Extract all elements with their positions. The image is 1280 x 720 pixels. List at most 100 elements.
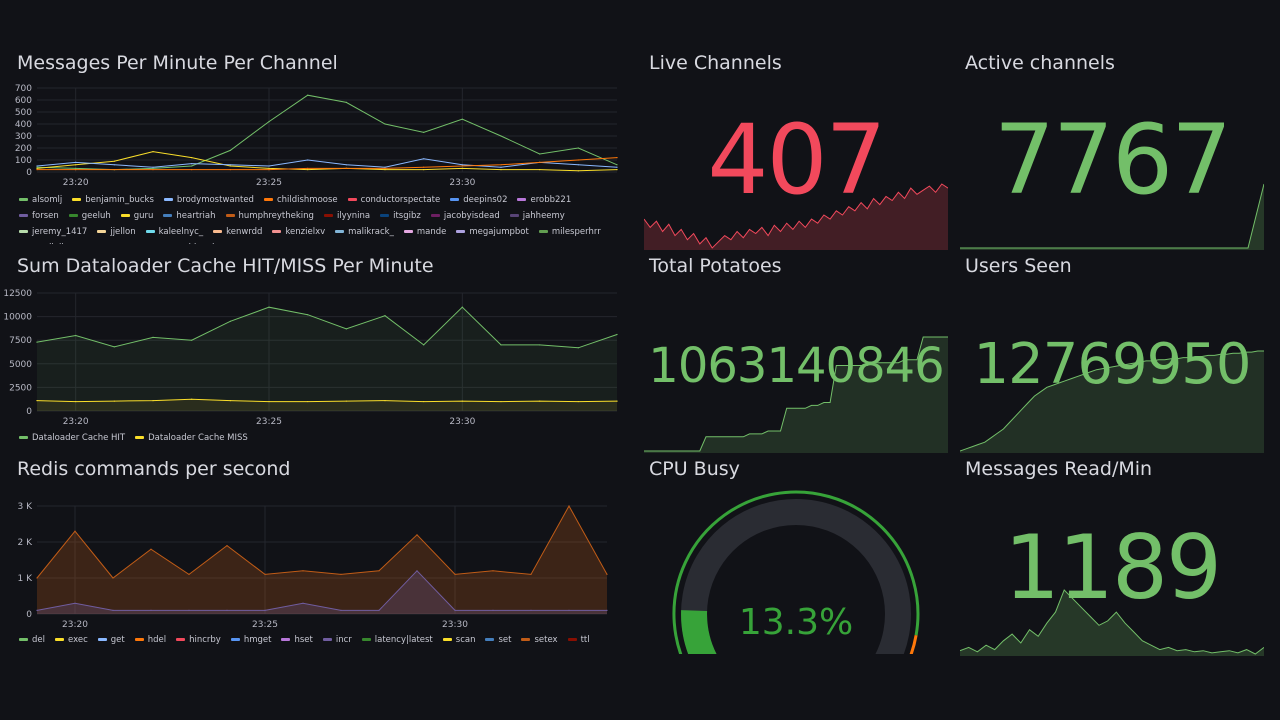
legend-item[interactable]: set (485, 632, 511, 648)
data-point (75, 167, 77, 169)
legend-label: jahheemy (522, 211, 565, 221)
panel-title[interactable]: Active channels (965, 52, 1115, 74)
y-tick-label: 7500 (9, 336, 32, 346)
data-point (264, 573, 266, 575)
legend-swatch (263, 198, 273, 201)
data-point (268, 400, 270, 403)
legend-item[interactable]: nerdiella (19, 240, 69, 244)
legend-label: megajumpbot (469, 227, 529, 237)
legend-item[interactable]: alsomlj (19, 192, 62, 208)
legend-item[interactable]: kenwrdd (213, 224, 262, 240)
legend-item[interactable]: latency|latest (361, 632, 433, 648)
panel-title[interactable]: Live Channels (649, 52, 782, 74)
data-point (606, 609, 608, 611)
legend-item[interactable]: childishmoose (263, 192, 338, 208)
live-channels-sparkline (644, 183, 948, 250)
legend-item[interactable]: geeluh (68, 208, 111, 224)
data-point (500, 400, 502, 403)
legend-item[interactable]: exec (55, 632, 88, 648)
panel-title[interactable]: Messages Per Minute Per Channel (17, 52, 338, 74)
legend-item[interactable]: incr (322, 632, 352, 648)
y-tick-label: 3 K (18, 502, 34, 512)
data-point (75, 164, 77, 166)
legend-item[interactable]: jahheemy (509, 208, 565, 224)
data-point (423, 131, 425, 133)
data-point (152, 336, 154, 338)
legend-item[interactable]: kenzielxv (272, 224, 325, 240)
legend-item[interactable]: setex (521, 632, 558, 648)
series-area (37, 570, 607, 614)
sparkline-line (644, 183, 948, 249)
legend-item[interactable]: hset (281, 632, 313, 648)
legend-item[interactable]: ilyynina (323, 208, 370, 224)
data-point (384, 123, 386, 125)
legend-item[interactable]: hincrby (176, 632, 221, 648)
legend-item[interactable]: benjamin_bucks (72, 192, 154, 208)
data-point (345, 164, 347, 166)
legend-item[interactable]: nymn (123, 240, 160, 244)
legend-item[interactable]: brodymostwanted (163, 192, 254, 208)
data-point (191, 163, 193, 165)
panel-title[interactable]: Users Seen (965, 255, 1072, 277)
legend-item[interactable]: nueg (79, 240, 113, 244)
legend-item[interactable]: ohkaydxnce (170, 240, 234, 244)
total-potatoes-panel: Total Potatoes 1063140846 (644, 255, 948, 453)
x-tick-label: 23:25 (256, 417, 282, 427)
legend-label: deepins02 (463, 195, 508, 205)
data-point (568, 505, 570, 507)
data-point (74, 602, 76, 604)
legend-item[interactable]: scan (442, 632, 475, 648)
legend-item[interactable]: Dataloader Cache HIT (19, 430, 125, 446)
legend-item[interactable]: forsen (19, 208, 59, 224)
legend-label: conductorspectate (360, 195, 441, 205)
sparkline-area (644, 337, 948, 453)
panel-title[interactable]: Sum Dataloader Cache HIT/MISS Per Minute (17, 255, 434, 277)
legend-item[interactable]: conductorspectate (347, 192, 441, 208)
active-channels-value: 7767 (993, 104, 1232, 216)
legend-item[interactable]: jeremy_1417 (19, 224, 87, 240)
data-point (268, 167, 270, 169)
legend-item[interactable]: get (97, 632, 125, 648)
legend-label: forsen (32, 211, 59, 221)
sparkline-line (644, 336, 948, 452)
legend-label: hset (294, 635, 313, 645)
panel-title[interactable]: Redis commands per second (17, 458, 291, 480)
legend-item[interactable]: Dataloader Cache MISS (135, 430, 248, 446)
data-point (307, 314, 309, 316)
panel-title[interactable]: Messages Read/Min (965, 458, 1153, 480)
messages-chart[interactable]: 700 600 500 400 300 200 100 0 23:20 23:25 23:30 (15, 52, 629, 192)
data-point (461, 167, 463, 169)
legend-item[interactable]: jacobyisdead (430, 208, 500, 224)
data-point (461, 118, 463, 120)
data-point (577, 164, 579, 166)
legend-swatch (521, 638, 531, 641)
redis-chart[interactable]: 3 K 2 K 1 K 0 23:20 23:25 23:30 (17, 458, 629, 633)
legend-item[interactable]: heartriah (163, 208, 216, 224)
legend-item[interactable]: erobb221 (517, 192, 571, 208)
panel-title[interactable]: CPU Busy (649, 458, 740, 480)
legend-item[interactable]: itsgibz (380, 208, 421, 224)
legend-item[interactable]: megajumpbot (456, 224, 529, 240)
data-point (229, 169, 231, 171)
legend-item[interactable]: kaleelnyc_ (145, 224, 203, 240)
legend-item[interactable]: del (19, 632, 45, 648)
legend-item[interactable]: hdel (134, 632, 166, 648)
legend-item[interactable]: guru (120, 208, 153, 224)
legend-item[interactable]: malikrack_ (335, 224, 394, 240)
legend-item[interactable]: jjellon (97, 224, 136, 240)
legend-swatch (163, 198, 173, 201)
data-point (113, 164, 115, 166)
legend-item[interactable]: milesperhrr (538, 224, 601, 240)
legend-item[interactable]: humphreytheking (225, 208, 314, 224)
data-point (461, 164, 463, 166)
data-point (229, 400, 231, 402)
legend-item[interactable]: deepins02 (450, 192, 507, 208)
legend-item[interactable]: mande (403, 224, 446, 240)
x-tick-label: 23:30 (442, 620, 468, 630)
panel-title[interactable]: Total Potatoes (649, 255, 782, 277)
dataloader-chart[interactable]: 12500 10000 7500 5000 2500 0 23:20 23:25 23:30 (3, 255, 629, 430)
legend-item[interactable]: ttl (567, 632, 590, 648)
legend-item[interactable]: hmget (230, 632, 271, 648)
legend-swatch (485, 638, 495, 641)
data-point (112, 609, 114, 611)
